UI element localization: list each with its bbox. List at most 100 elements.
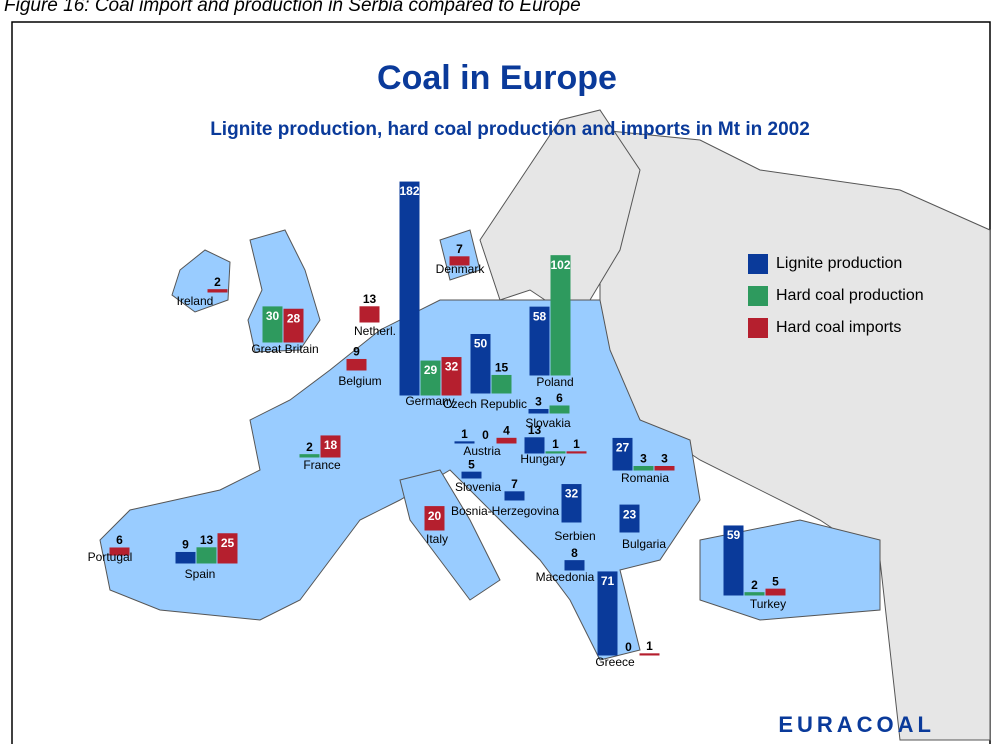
legend-swatch: [748, 318, 768, 338]
bar: [299, 454, 320, 458]
bar: [550, 255, 571, 376]
value-label: 28: [287, 311, 301, 325]
country-label: Netherl.: [354, 324, 396, 338]
bar: [449, 256, 470, 266]
bar: [470, 334, 491, 394]
value-label: 4: [503, 423, 510, 437]
value-label: 1: [552, 437, 559, 451]
bar: [196, 547, 217, 564]
bar: [597, 571, 618, 656]
value-label: 7: [511, 477, 518, 491]
value-label: 9: [353, 345, 360, 359]
value-label: 58: [533, 309, 547, 323]
value-label: 15: [495, 361, 509, 375]
bar: [461, 471, 482, 479]
value-label: 6: [556, 391, 563, 405]
bar: [524, 437, 545, 454]
bar: [496, 437, 517, 444]
bar: [320, 435, 341, 458]
bar: [491, 374, 512, 394]
bar: [454, 441, 475, 444]
value-label: 1: [461, 427, 468, 441]
value-label: 2: [306, 440, 313, 454]
value-label: 9: [182, 538, 189, 552]
bar: [283, 308, 304, 343]
country-label: Greece: [595, 655, 635, 669]
value-label: 6: [116, 533, 123, 547]
bar: [207, 289, 228, 293]
value-label: 2: [751, 578, 758, 592]
value-label: 71: [601, 574, 615, 588]
country-label: France: [303, 458, 341, 472]
country-label: Romania: [621, 471, 669, 485]
bar: [529, 306, 550, 376]
bar: [441, 357, 462, 396]
bar: [399, 181, 420, 396]
value-label: 30: [266, 309, 280, 323]
value-label: 0: [625, 640, 632, 654]
value-label: 7: [456, 242, 463, 256]
legend-label: Lignite production: [776, 255, 902, 272]
bar: [262, 306, 283, 343]
country-label: Denmark: [436, 262, 486, 276]
value-label: 3: [640, 452, 647, 466]
country-label: Portugal: [88, 550, 133, 564]
subtitle: Lignite production, hard coal production…: [210, 119, 810, 140]
value-label: 13: [363, 292, 377, 306]
bar: [175, 551, 196, 564]
bar: [639, 653, 660, 656]
value-label: 1: [573, 437, 580, 451]
value-label: 29: [424, 363, 438, 377]
country-label: Serbien: [554, 529, 595, 543]
country-label: Italy: [426, 532, 448, 546]
bar: [723, 525, 744, 596]
bar: [359, 306, 380, 323]
bar: [346, 358, 367, 371]
country-label: Macedonia: [536, 570, 595, 584]
legend-label: Hard coal imports: [776, 319, 901, 336]
country-label: Spain: [185, 567, 216, 581]
value-label: 20: [428, 509, 442, 523]
bar: [109, 547, 130, 556]
country-label: Bosnia-Herzegovina: [451, 504, 559, 518]
country-label: Great Britain: [251, 342, 318, 356]
value-label: 32: [565, 487, 579, 501]
bar: [561, 484, 582, 523]
country-label: Austria: [463, 444, 501, 458]
value-label: 50: [474, 337, 488, 351]
value-label: 2: [214, 275, 221, 289]
legend-swatch: [748, 254, 768, 274]
value-label: 27: [616, 441, 630, 455]
value-label: 0: [482, 428, 489, 442]
bar: [619, 504, 640, 533]
country-label: Bulgaria: [622, 537, 666, 551]
value-label: 182: [399, 184, 419, 198]
value-label: 32: [445, 360, 459, 374]
bar: [528, 408, 549, 414]
country-label: Ireland: [177, 294, 214, 308]
title: Coal in Europe: [377, 59, 617, 97]
bar: [549, 405, 570, 414]
country-label: Poland: [536, 375, 573, 389]
bar: [504, 491, 525, 501]
bar: [217, 533, 238, 564]
country-label: Hungary: [520, 452, 565, 466]
value-label: 18: [324, 438, 338, 452]
value-label: 3: [661, 452, 668, 466]
bar: [564, 560, 585, 571]
bar: [420, 360, 441, 396]
bar: [612, 437, 633, 471]
country-label: Germany: [405, 394, 454, 408]
country-label: Slovenia: [455, 480, 501, 494]
bar: [744, 592, 765, 596]
bar: [566, 451, 587, 454]
legend-swatch: [748, 286, 768, 306]
bar: [765, 588, 786, 596]
bar: [424, 506, 445, 531]
value-label: 5: [468, 457, 475, 471]
value-label: 25: [221, 536, 235, 550]
bar: [654, 465, 675, 471]
value-label: 13: [200, 533, 214, 547]
bar: [545, 451, 566, 454]
